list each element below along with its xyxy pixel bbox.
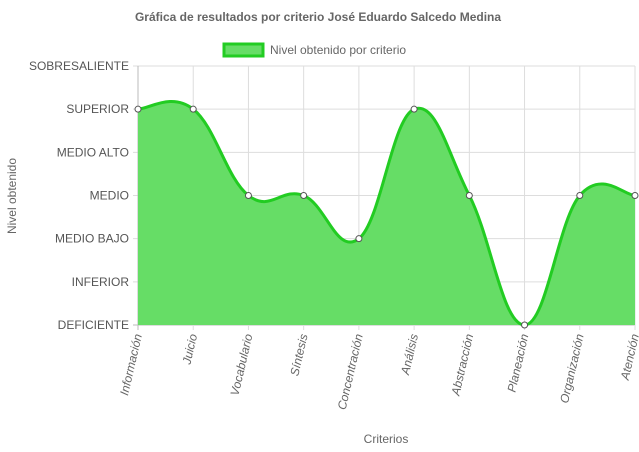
x-tick-label: Análisis [398, 333, 421, 377]
y-axis-ticks: DEFICIENTE INFERIOR MEDIO BAJO MEDIO MEDIO A… [29, 59, 129, 332]
data-point-2[interactable] [244, 192, 252, 199]
data-point-9[interactable] [631, 192, 639, 199]
data-point-5[interactable] [410, 105, 418, 113]
y-tick-label: MEDIO [90, 189, 129, 203]
x-axis-ticks: Información Juicio Vocabulario Síntesis Conc… [117, 332, 639, 411]
series-line [137, 99, 636, 327]
y-tick-label: SOBRESALIENTE [29, 59, 129, 73]
data-point-7[interactable] [521, 321, 529, 329]
data-point-1[interactable] [189, 105, 197, 113]
legend-swatch[interactable] [222, 42, 265, 58]
x-tick-label: Concentración [335, 332, 366, 411]
x-tick-label: Atención [618, 332, 639, 382]
y-tick-label: DEFICIENTE [58, 318, 129, 332]
data-point-8[interactable] [576, 192, 584, 199]
x-tick-label: Información [117, 332, 145, 397]
y-tick-label: INFERIOR [72, 275, 130, 289]
y-tick-label: MEDIO ALTO [57, 145, 129, 159]
y-tick-label: SUPERIOR [66, 102, 129, 116]
data-point-0[interactable] [134, 105, 142, 113]
chart-title: Gráfica de resultados por criterio José … [135, 10, 501, 24]
x-tick-label: Vocabulario [228, 332, 256, 397]
x-tick-label: Síntesis [287, 333, 310, 378]
x-tick-label: Juicio [179, 332, 200, 366]
data-point-6[interactable] [465, 192, 473, 199]
data-points [134, 105, 639, 329]
series-area [138, 101, 635, 326]
y-tick-label: MEDIO BAJO [55, 232, 129, 246]
x-axis-label: Criterios [364, 432, 409, 446]
y-axis-label: Nivel obtenido [5, 158, 19, 234]
data-point-4[interactable] [355, 235, 363, 243]
legend[interactable]: Nivel obtenido por criterio [222, 42, 406, 58]
legend-label[interactable]: Nivel obtenido por criterio [270, 43, 406, 57]
x-tick-label: Abstracción [448, 332, 476, 398]
x-tick-label: Planeación [504, 332, 531, 393]
x-tick-label: Organización [557, 332, 587, 404]
data-point-3[interactable] [300, 192, 308, 199]
